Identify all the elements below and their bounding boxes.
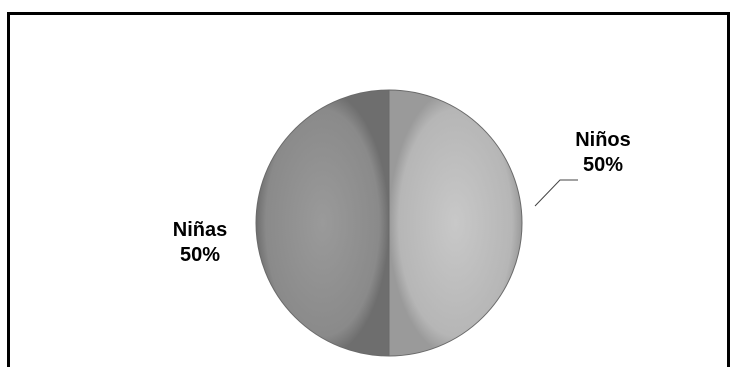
- pie-slice-ninos: [388, 89, 523, 357]
- leader-line-ninos: [534, 179, 578, 207]
- slice-label-name: Niños: [575, 129, 631, 151]
- slice-labels: Niños 50% Niñas 50%: [173, 129, 631, 266]
- pie-slice-ninas: [255, 89, 390, 357]
- slice-label-percent: 50%: [583, 154, 623, 176]
- leader-lines: [534, 179, 578, 207]
- slice-label-percent: 50%: [180, 244, 220, 266]
- pie-slices: [255, 89, 523, 357]
- slice-label-name: Niñas: [173, 219, 227, 241]
